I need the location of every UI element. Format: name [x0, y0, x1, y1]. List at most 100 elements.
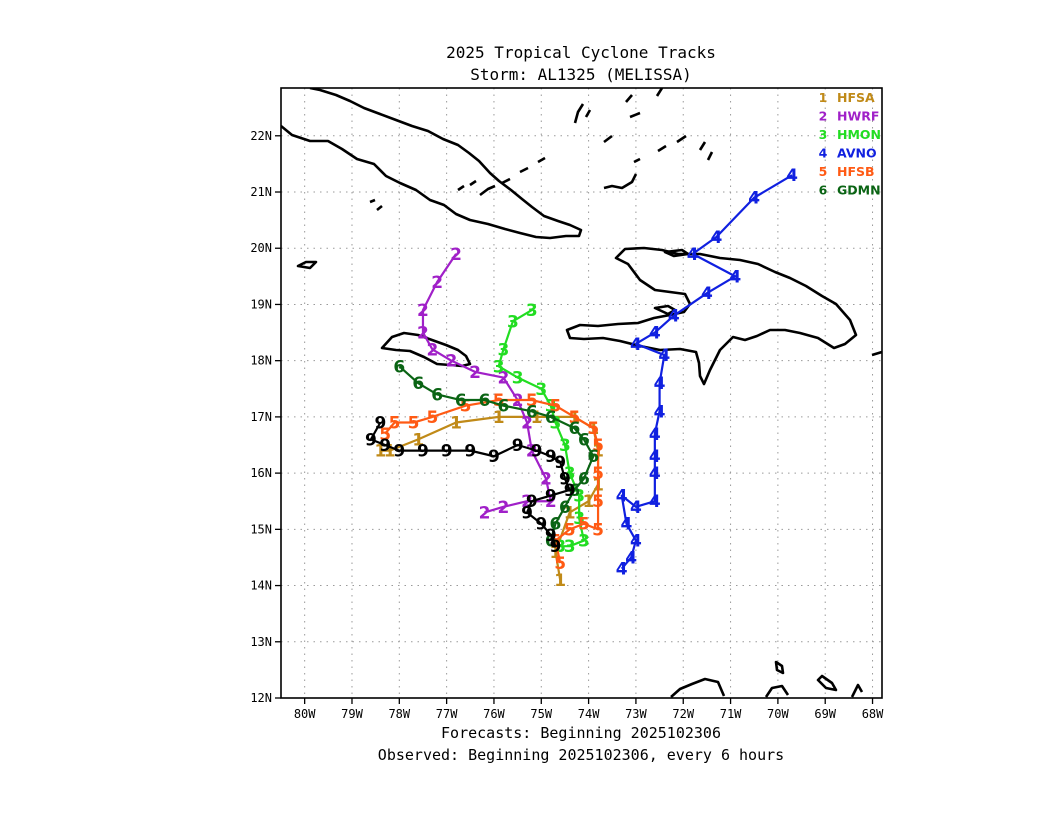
coastline-jamaica [380, 331, 472, 368]
legend-label: HWRF [837, 109, 879, 124]
track-point-marker: 1 [554, 571, 566, 591]
track-point-marker: 9 [488, 447, 500, 467]
track-point-marker: 5 [554, 554, 566, 574]
legend-label: HMON [837, 127, 881, 142]
track-point-marker: 6 [578, 430, 590, 450]
track-point-marker: 1 [374, 442, 386, 462]
track-point-marker: 9 [545, 487, 557, 507]
track-point-marker: 5 [592, 520, 604, 540]
track-point-marker: 6 [393, 357, 405, 377]
track-point-marker: 6 [412, 374, 424, 394]
coastline-keys [457, 156, 546, 197]
track-point-marker: 5 [568, 408, 580, 428]
track-point-marker: 5 [389, 414, 401, 434]
track-line [620, 174, 793, 570]
track-point-marker: 9 [554, 453, 566, 473]
x-tick-label: 71W [720, 707, 742, 721]
track-point-marker: 1 [450, 414, 462, 434]
track-point-marker: 4 [649, 492, 661, 512]
legend-label: HFSB [837, 164, 875, 179]
y-tick-label: 22N [250, 129, 272, 143]
legend-marker: 1 [819, 90, 828, 105]
track-line [398, 365, 595, 541]
coastline-bahamas [573, 88, 714, 190]
track-point-marker: 4 [649, 324, 661, 344]
legend-label: GDMN [837, 183, 881, 198]
track-point-marker: 2 [497, 498, 509, 518]
x-tick-label: 73W [625, 707, 647, 721]
track-point-marker: 4 [786, 166, 798, 186]
coastline-puerto-rico [871, 350, 882, 357]
track-point-marker: 9 [535, 515, 547, 535]
coastline-cuba [281, 88, 583, 240]
track-point-marker: 4 [668, 307, 680, 327]
track-point-marker: 4 [748, 189, 760, 209]
track-point-marker: 3 [559, 436, 571, 456]
track-point-marker: 9 [379, 436, 391, 456]
track-point-marker: 3 [573, 509, 585, 529]
track-point-marker: 9 [464, 442, 476, 462]
track-point-marker: 5 [526, 391, 538, 411]
track-point-marker: 1 [564, 503, 576, 523]
track-line [497, 309, 585, 548]
track-point-marker: 6 [497, 397, 509, 417]
x-tick-label: 79W [341, 707, 363, 721]
track-point-marker: 2 [427, 340, 439, 360]
x-tick-label: 68W [862, 707, 884, 721]
legend-marker: 3 [819, 127, 828, 142]
track-line [421, 253, 552, 514]
track-point-marker: 1 [531, 408, 543, 428]
coastline-isle-of-youth [296, 260, 318, 270]
track-point-marker: 6 [479, 391, 491, 411]
y-tick-label: 15N [250, 522, 272, 536]
track-point-marker: 5 [592, 464, 604, 484]
track-point-marker: 9 [526, 492, 538, 512]
track-point-marker: 6 [545, 532, 557, 552]
track-point-marker: 4 [625, 548, 637, 568]
legend-marker: 6 [819, 183, 828, 198]
track-point-marker: 3 [497, 340, 509, 360]
plot-area-background [281, 88, 882, 698]
track-point-marker: 4 [729, 267, 741, 287]
legend-marker: 2 [819, 109, 828, 124]
track-point-marker: 4 [701, 284, 713, 304]
track-point-marker: 9 [417, 442, 429, 462]
track-point-marker: 9 [559, 470, 571, 490]
track-point-marker: 9 [374, 414, 386, 434]
track-point-marker: 3 [545, 397, 557, 417]
track-point-marker: 2 [431, 273, 443, 293]
track-point-marker: 2 [540, 470, 552, 490]
coastline-map [281, 88, 882, 698]
track-point-marker: 5 [587, 419, 599, 439]
track-point-marker: 2 [521, 492, 533, 512]
coastline-hispaniola [565, 246, 858, 386]
track-point-marker: 4 [649, 425, 661, 445]
track-point-marker: 9 [441, 442, 453, 462]
track-point-marker: 2 [445, 352, 457, 372]
x-tick-label: 78W [388, 707, 410, 721]
track-point-marker: 5 [578, 515, 590, 535]
plot-frame [280, 87, 883, 699]
legend-marker: 4 [819, 146, 828, 161]
track-point-marker: 9 [365, 430, 377, 450]
track-point-marker: 1 [550, 543, 562, 563]
track-point-marker: 1 [583, 492, 595, 512]
coastline-tortuga [663, 248, 690, 258]
y-tick-label: 21N [250, 185, 272, 199]
track-point-marker: 5 [460, 397, 472, 417]
track-point-marker: 4 [658, 346, 670, 366]
y-tick-label: 18N [250, 354, 272, 368]
y-tick-label: 17N [250, 410, 272, 424]
track-point-marker: 4 [616, 560, 628, 580]
track-point-marker: 5 [550, 532, 562, 552]
track-point-marker: 3 [535, 380, 547, 400]
x-tick-label: 75W [530, 707, 552, 721]
track-point-marker: 3 [526, 301, 538, 321]
axes: 80W 79W 78W 77W 76W 75W 74W 73W 72W 71W 70W 69W 68W 1… [250, 129, 884, 721]
coastline-south-america [670, 660, 864, 698]
legend-label: AVNO [837, 146, 877, 161]
